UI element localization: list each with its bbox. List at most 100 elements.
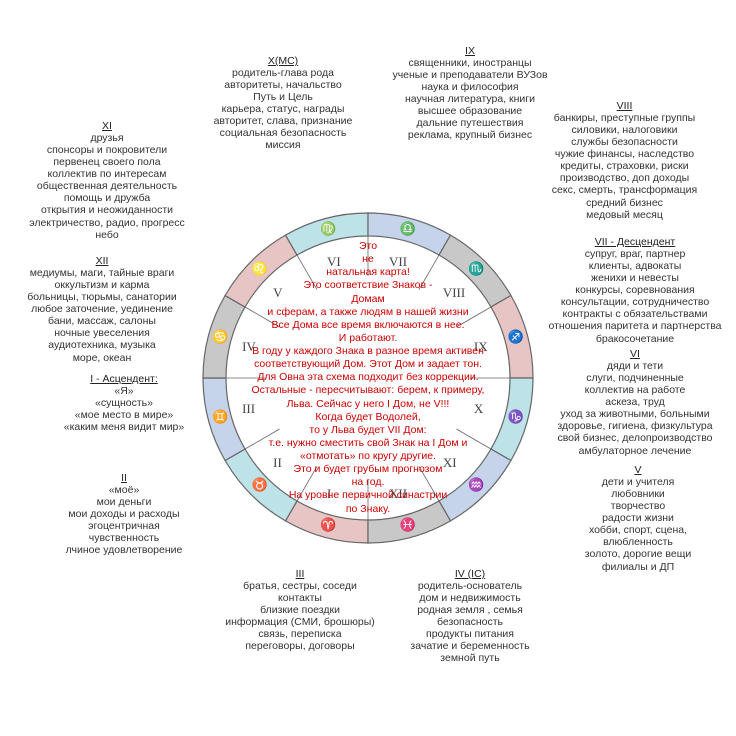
house-line: родитель-глава рода	[183, 67, 383, 79]
house-line: лчиное удовлетворение	[39, 544, 209, 556]
house-line: социальная безопасность	[183, 127, 383, 139]
house-line: любое заточение, уединение	[2, 303, 202, 315]
house-line: авторитет, слава, признание	[183, 115, 383, 127]
house-line: ночные увеселения	[2, 327, 202, 339]
center-line: На уровне первичной синастрии	[240, 489, 496, 502]
zodiac-glyph-♐: ♐	[508, 329, 524, 345]
house-line: супруг, враг, партнер	[530, 248, 736, 260]
house-line: близкие поездки	[210, 604, 390, 616]
house-block-h9: IXсвященники, иностранцыученые и препода…	[370, 45, 570, 142]
house-line: друзья	[2, 132, 212, 144]
house-line: море, океан	[2, 352, 202, 364]
house-line: отношения паритета и партнерства	[530, 320, 736, 332]
center-line: соответствующий Дом. Этот Дом и задает т…	[240, 358, 496, 371]
house-line: земной путь	[380, 652, 560, 664]
house-line: любовники	[548, 488, 728, 500]
center-line: Это соответствие Знаков -	[240, 279, 496, 292]
house-line: дом и недвижимость	[380, 592, 560, 604]
house-line: «Я»	[39, 385, 209, 397]
house-block-h3: IIIбратья, сестры, соседиконтактыблизкие…	[210, 568, 390, 652]
house-line: конкурсы, соревнования	[530, 284, 736, 296]
house-line: высшее образование	[370, 105, 570, 117]
house-block-h10: X(MC)родитель-глава родаавторитеты, нача…	[183, 55, 383, 152]
house-line: бани, массаж, салоны	[2, 315, 202, 327]
house-line: слуги, подчиненные	[530, 372, 736, 384]
house-line: свой бизнес, делопроизводство	[530, 432, 736, 444]
house-line: эгоцентричная	[39, 520, 209, 532]
house-line: мои деньги	[39, 496, 209, 508]
house-line: мои доходы и расходы	[39, 508, 209, 520]
center-line: В году у каждого Знака в разное время ак…	[240, 345, 496, 358]
zodiac-glyph-♓: ♓	[400, 517, 416, 533]
house-line: радости жизни	[548, 512, 728, 524]
house-block-h11: XIдрузьяспонсоры и покровителипервенец с…	[2, 120, 212, 241]
house-block-h7: VII - Десцендентсупруг, враг, партнеркли…	[530, 236, 736, 345]
center-line: и сферам, а также людям в нашей жизни	[240, 306, 496, 319]
house-line: дети и учителя	[548, 476, 728, 488]
house-line: «моё»	[39, 484, 209, 496]
house-line: Путь и Цель	[183, 91, 383, 103]
house-line: творчество	[548, 500, 728, 512]
house-title: XII	[2, 255, 202, 267]
house-line: филиалы и ДП	[548, 561, 728, 573]
house-line: женихи и невесты	[530, 272, 736, 284]
house-line: наука и философия	[370, 81, 570, 93]
house-line: «сущность»	[39, 397, 209, 409]
house-line: коллектив по интересам	[2, 168, 212, 180]
center-line: натальная карта!	[240, 266, 496, 279]
center-note: Этоненатальная карта!Это соответствие Зн…	[240, 240, 496, 516]
house-line: спонсоры и покровители	[2, 144, 212, 156]
house-line: информация (СМИ, брошюры)	[210, 616, 390, 628]
house-line: клиенты, адвокаты	[530, 260, 736, 272]
house-block-h1: I - Асцендент:«Я»«сущность»«мое место в …	[39, 373, 209, 433]
zodiac-glyph-♈: ♈	[320, 517, 336, 533]
house-line: продукты питания	[380, 628, 560, 640]
center-line: на год.	[240, 476, 496, 489]
house-title: V	[548, 464, 728, 476]
house-line: электричество, радио, прогресс	[2, 217, 212, 229]
house-line: амбулаторное лечение	[530, 445, 736, 457]
house-line: оккультизм и карма	[2, 279, 202, 291]
house-line: безопасность	[380, 616, 560, 628]
zodiac-glyph-♋: ♋	[212, 329, 228, 345]
house-line: первенец своего пола	[2, 156, 212, 168]
house-line: помощь и дружба	[2, 192, 212, 204]
house-line: миссия	[183, 139, 383, 151]
center-line: Остальные - пересчитывают: берем, к прим…	[240, 384, 496, 397]
house-line: родная земля , семья	[380, 604, 560, 616]
center-line: И работают.	[240, 332, 496, 345]
house-line: родитель-основатель	[380, 580, 560, 592]
house-block-h5: Vдети и учителялюбовникитворчестворадост…	[548, 464, 728, 573]
center-line: Когда будет Водолей,	[240, 411, 496, 424]
house-block-h2: II«моё»мои деньгимои доходы и расходыэго…	[39, 472, 209, 556]
center-line: то у Льва будет VII Дом:	[240, 424, 496, 437]
house-line: ученые и преподаватели ВУЗов	[370, 69, 570, 81]
house-title: IX	[370, 45, 570, 57]
house-line: связь, переписка	[210, 628, 390, 640]
zodiac-glyph-♎: ♎	[400, 221, 416, 237]
house-block-h6: VIдяди и тетислуги, подчиненныеколлектив…	[530, 348, 736, 457]
house-line: бракосочетание	[530, 333, 736, 345]
house-line: консультации, сотрудничество	[530, 296, 736, 308]
house-line: здоровье, гигиена, физкультура	[530, 420, 736, 432]
house-line: небо	[2, 229, 212, 241]
house-line: священники, иностранцы	[370, 57, 570, 69]
house-line: контакты	[210, 592, 390, 604]
center-line: Это	[240, 240, 496, 253]
house-line: общественная деятельность	[2, 180, 212, 192]
house-line: производство, доп доходы	[517, 172, 732, 184]
house-line: дальние путешествия	[370, 117, 570, 129]
house-title: VI	[530, 348, 736, 360]
house-line: контракты с обязательствами	[530, 308, 736, 320]
house-line: золото, дорогие вещи	[548, 548, 728, 560]
house-block-h12: XIIмедиумы, маги, тайные врагиоккультизм…	[2, 255, 202, 364]
house-title: II	[39, 472, 209, 484]
house-line: «каким меня видит мир»	[39, 421, 209, 433]
house-line: «мое место в мире»	[39, 409, 209, 421]
house-title: XI	[2, 120, 212, 132]
house-line: медиумы, маги, тайные враги	[2, 267, 202, 279]
house-line: уход за животными, больными	[530, 408, 736, 420]
house-line: больницы, тюрьмы, санатории	[2, 291, 202, 303]
center-line: Домам	[240, 293, 496, 306]
house-line: секс, смерть, трансформация	[517, 184, 732, 196]
